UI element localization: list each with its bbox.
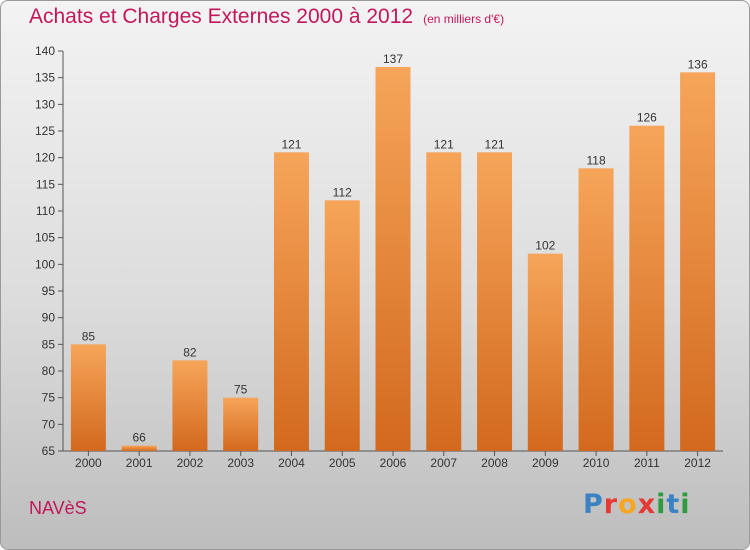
bar: [121, 445, 157, 451]
bar: [273, 152, 309, 452]
data-label: 75: [234, 383, 248, 397]
x-tick-label: 2009: [532, 456, 559, 470]
logo-letter: i: [680, 489, 691, 520]
x-tick-label: 2008: [481, 456, 508, 470]
proxiti-logo: Proxiti: [583, 489, 691, 520]
commune-name: NAVèS: [29, 498, 87, 518]
y-tick-label: 100: [35, 257, 55, 271]
bar: [477, 152, 513, 452]
y-tick-label: 125: [35, 124, 55, 138]
logo-letter: x: [637, 489, 657, 520]
x-tick-label: 2011: [634, 456, 660, 470]
logo-letter: i: [656, 489, 667, 520]
y-tick-label: 130: [35, 97, 55, 111]
y-tick-label: 85: [42, 337, 56, 351]
data-label: 126: [637, 111, 657, 125]
bar: [426, 152, 462, 452]
bar: [527, 253, 563, 451]
x-tick-label: 2012: [684, 456, 711, 470]
logo-letter: r: [603, 489, 619, 520]
data-label: 136: [688, 57, 708, 71]
x-tick-label: 2004: [278, 456, 305, 470]
chart-title-text: Achats et Charges Externes 2000 à 2012: [29, 5, 414, 28]
y-tick-label: 110: [36, 204, 55, 218]
y-tick-label: 95: [42, 284, 56, 298]
data-label: 112: [333, 185, 352, 199]
y-tick-label: 135: [35, 71, 55, 85]
y-tick-label: 105: [35, 231, 55, 245]
logo-letter: o: [618, 489, 638, 520]
logo-letter: t: [666, 489, 681, 520]
x-tick-label: 2000: [75, 456, 102, 470]
y-tick-label: 115: [36, 177, 55, 191]
x-tick-label: 2010: [583, 456, 610, 470]
bar: [375, 67, 411, 451]
x-tick-label: 2003: [227, 456, 254, 470]
y-tick-label: 70: [42, 417, 56, 431]
bar: [578, 168, 614, 452]
x-tick-label: 2007: [430, 456, 457, 470]
x-tick-label: 2002: [177, 456, 204, 470]
data-label: 137: [383, 52, 403, 66]
x-tick-label: 2005: [329, 456, 356, 470]
bar: [629, 125, 665, 452]
data-label: 102: [535, 239, 555, 253]
y-tick-label: 65: [42, 444, 56, 458]
chart-title: Achats et Charges Externes 2000 à 2012 (e…: [29, 5, 504, 29]
bar: [172, 360, 208, 451]
y-tick-label: 140: [35, 44, 55, 58]
y-tick-label: 90: [42, 311, 56, 325]
y-tick-label: 120: [35, 151, 55, 165]
x-tick-label: 2006: [380, 456, 407, 470]
bar: [324, 200, 360, 451]
bar: [680, 72, 716, 451]
data-label: 85: [82, 329, 96, 343]
x-tick-label: 2001: [126, 456, 153, 470]
data-label: 121: [434, 137, 454, 151]
unit-note: (en milliers d'€): [423, 12, 505, 26]
y-tick-label: 75: [42, 391, 56, 405]
data-label: 118: [587, 153, 606, 167]
data-label: 121: [485, 137, 505, 151]
data-label: 121: [281, 137, 301, 151]
data-label: 82: [183, 345, 197, 359]
bar: [70, 344, 106, 451]
logo-letter: P: [583, 489, 604, 520]
bar: [223, 397, 259, 451]
data-label: 66: [132, 431, 146, 445]
y-tick-label: 80: [42, 364, 56, 378]
